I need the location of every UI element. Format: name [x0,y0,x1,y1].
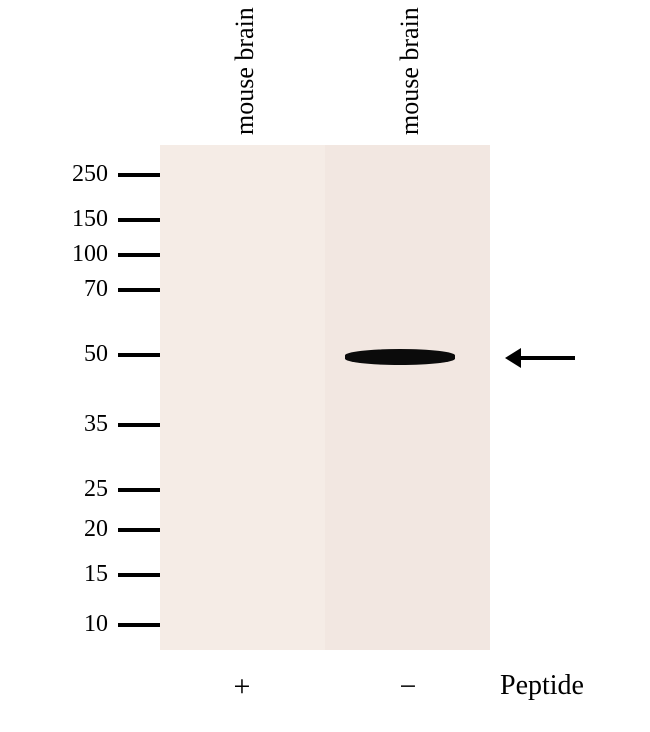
mw-label: 50 [48,341,108,368]
mw-label: 250 [48,161,108,188]
mw-tick [118,623,160,627]
mw-label: 10 [48,611,108,638]
lane-2-label: mouse brain [395,7,425,135]
mw-label: 70 [48,276,108,303]
mw-tick [118,573,160,577]
mw-label: 150 [48,206,108,233]
band-arrow-head [505,348,521,368]
mw-label: 35 [48,411,108,438]
mw-tick [118,218,160,222]
western-blot-figure: { "canvas": { "width": 650, "height": 73… [0,0,650,732]
mw-label: 15 [48,561,108,588]
mw-label: 100 [48,241,108,268]
lane-1-label: mouse brain [230,7,260,135]
band-arrow-shaft [521,356,575,360]
band-50kda [345,349,455,365]
peptide-plus: + [222,670,262,704]
mw-label: 20 [48,516,108,543]
mw-label: 25 [48,476,108,503]
mw-tick [118,353,160,357]
mw-tick [118,253,160,257]
mw-tick [118,423,160,427]
peptide-minus: − [388,670,428,704]
mw-tick [118,488,160,492]
mw-tick [118,173,160,177]
mw-tick [118,528,160,532]
mw-tick [118,288,160,292]
peptide-label: Peptide [500,670,584,702]
lane-1-bg [160,145,325,650]
lane-2-bg [325,145,490,650]
